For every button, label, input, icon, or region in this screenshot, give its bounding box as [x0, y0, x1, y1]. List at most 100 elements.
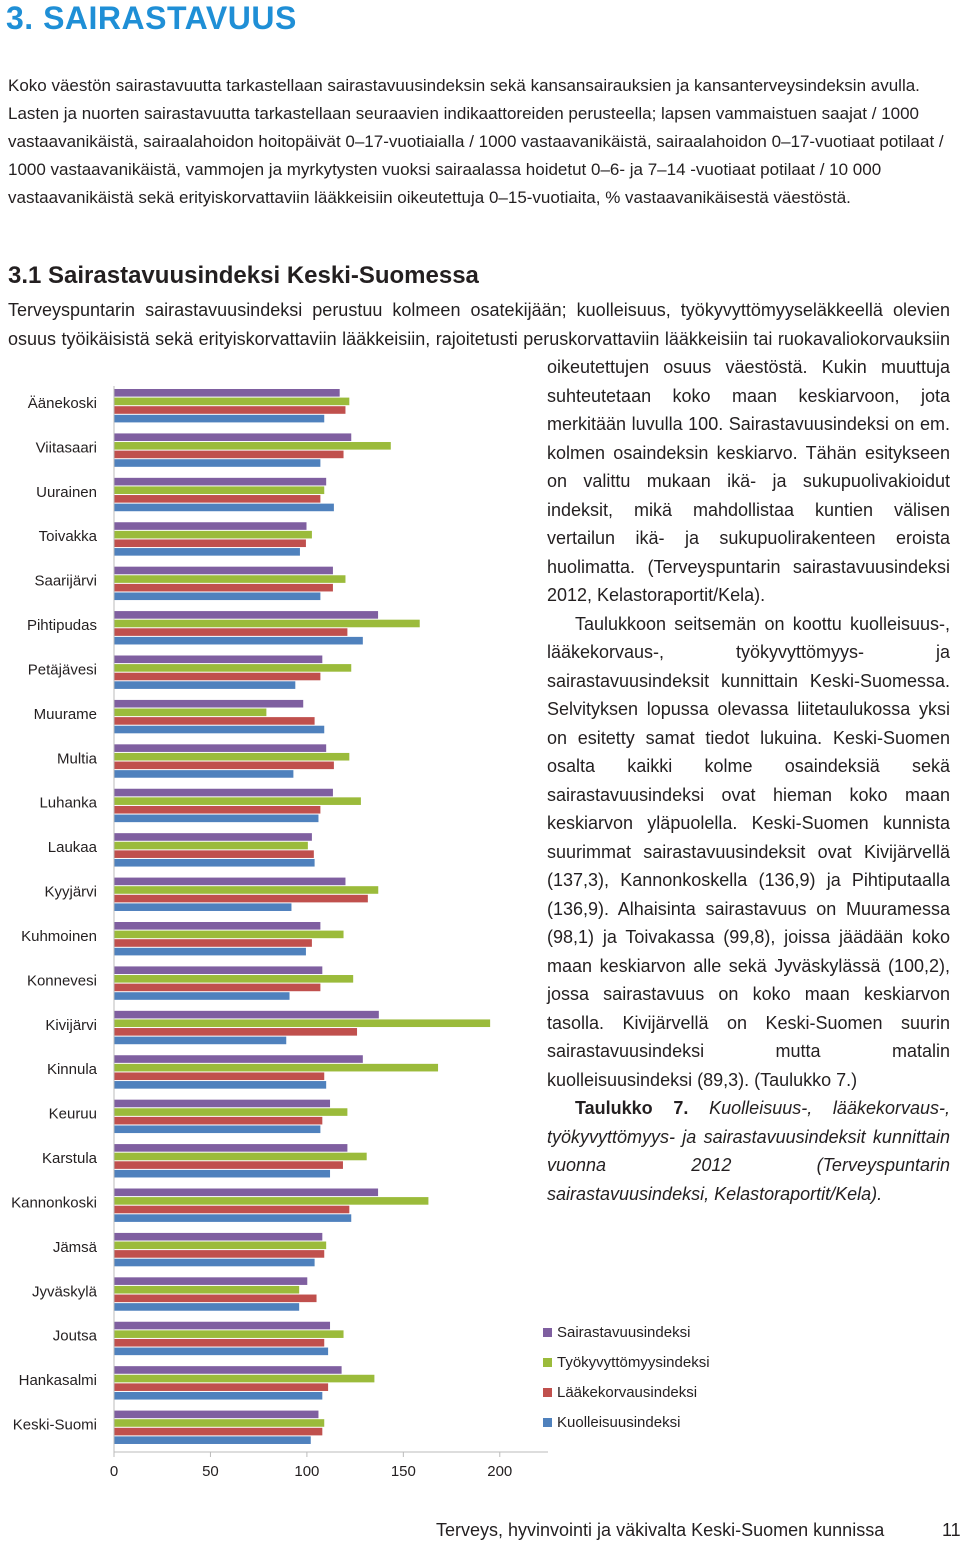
footer-text: Terveys, hyvinvointi ja väkivalta Keski-… [436, 1520, 885, 1540]
bar [114, 788, 333, 797]
bar [114, 611, 379, 619]
bar [114, 717, 315, 725]
bar [114, 877, 346, 886]
caption-label: Taulukko 7. [575, 1098, 689, 1118]
bar [114, 495, 321, 503]
bar [114, 770, 294, 778]
bar [114, 1383, 329, 1391]
category-label: Keuruu [49, 1106, 97, 1123]
bar [114, 1347, 329, 1356]
bar [114, 477, 327, 486]
bar [114, 1232, 323, 1241]
bar [114, 655, 323, 664]
bar [114, 592, 321, 601]
bar [114, 744, 327, 752]
category-label: Joutsa [53, 1328, 98, 1345]
bar [114, 1055, 363, 1063]
bar [114, 1063, 439, 1072]
bar [114, 1108, 348, 1116]
bar [114, 389, 340, 397]
bar [114, 1294, 317, 1303]
bar [114, 628, 348, 636]
bar [114, 486, 325, 495]
bar [114, 566, 333, 575]
bar [114, 1250, 325, 1258]
category-label: Kyyjärvi [44, 884, 97, 901]
bar [114, 725, 325, 734]
bar [114, 530, 312, 539]
bar [114, 1277, 308, 1285]
bar [114, 1436, 311, 1444]
bar [114, 1303, 300, 1311]
bar [114, 1144, 348, 1152]
paragraph: Terveyspuntarin sairastavuusindeksi peru… [8, 300, 950, 605]
bar [114, 1099, 331, 1108]
bar [114, 1028, 358, 1036]
category-label: Kivijärvi [45, 1017, 97, 1034]
bar [114, 1188, 379, 1197]
bar [114, 858, 315, 867]
category-label: Muurame [34, 706, 97, 723]
bar [114, 1366, 342, 1374]
bar [114, 833, 312, 841]
bar [114, 397, 350, 406]
x-tick-label: 0 [110, 1463, 118, 1480]
bar [114, 1072, 325, 1081]
bar [114, 414, 325, 423]
bar [114, 1036, 287, 1045]
bar [114, 442, 391, 450]
category-label: Jyväskylä [32, 1283, 98, 1300]
paragraph: Taulukkoon seitsemän on koottu kuolleisu… [547, 613, 950, 1090]
category-label: Pihtipudas [27, 617, 97, 634]
legend-label: Työkyvyttömyysindeksi [557, 1354, 710, 1371]
bar [114, 939, 312, 947]
bar [114, 1330, 344, 1338]
category-label: Multia [57, 750, 98, 767]
bar [114, 1125, 321, 1134]
bar [114, 459, 321, 467]
bar [114, 894, 368, 903]
category-label: Petäjävesi [28, 661, 97, 678]
bar [114, 1214, 352, 1222]
bar [114, 539, 306, 548]
bar [114, 1116, 323, 1125]
bar [114, 761, 334, 770]
bar [114, 805, 321, 814]
category-label: Viitasaari [36, 439, 97, 456]
bar [114, 850, 314, 858]
x-tick-label: 50 [202, 1463, 219, 1480]
table-caption: Taulukko 7. Kuolleisuus-, lääkekorvaus-,… [8, 1094, 950, 1208]
legend-swatch [543, 1358, 552, 1367]
bar [114, 752, 350, 761]
bar [114, 1205, 350, 1214]
bar [114, 975, 354, 983]
legend-swatch [543, 1388, 552, 1397]
bar [114, 992, 290, 1000]
bar [114, 522, 307, 530]
bar [114, 583, 333, 592]
category-label: Hankasalmi [19, 1372, 97, 1389]
x-tick-label: 200 [487, 1463, 512, 1480]
bar [114, 1081, 327, 1089]
bar [114, 1161, 343, 1169]
bar [114, 903, 292, 911]
bar [114, 672, 321, 681]
caption-text: Kuolleisuus-, lääkekorvaus-, työkyvyttöm… [547, 1098, 950, 1204]
bar [114, 406, 346, 414]
bar [114, 708, 267, 717]
legend-label: Kuolleisuusindeksi [557, 1414, 680, 1431]
x-tick-label: 150 [391, 1463, 416, 1480]
bar [114, 1197, 429, 1205]
bar [114, 1338, 325, 1347]
category-label: Keski-Suomi [13, 1417, 97, 1434]
bar [114, 886, 379, 894]
legend-label: Lääkekorvausindeksi [557, 1384, 697, 1401]
category-label: Uurainen [36, 484, 97, 501]
x-tick-label: 100 [294, 1463, 319, 1480]
category-label: Kannonkoski [11, 1194, 97, 1211]
category-label: Kinnula [47, 1061, 98, 1078]
bar [114, 1285, 300, 1294]
category-label: Toivakka [39, 528, 98, 545]
bar [114, 699, 304, 708]
